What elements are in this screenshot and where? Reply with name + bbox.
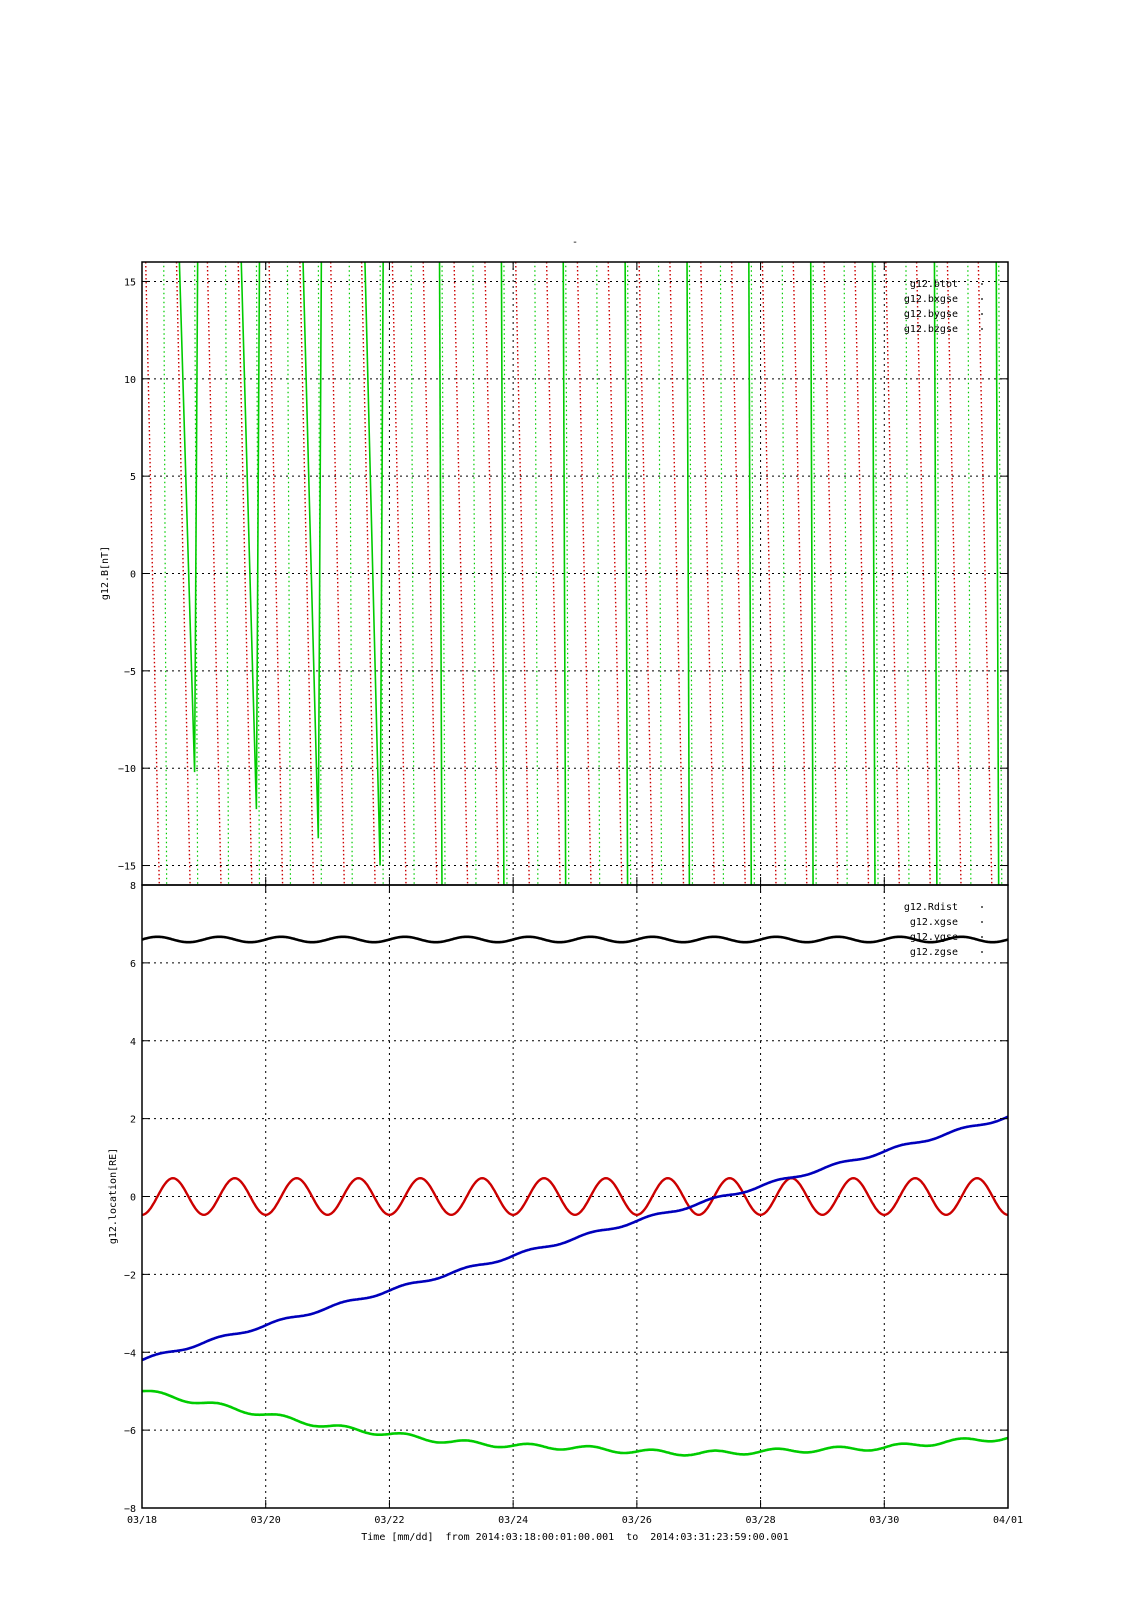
location-y-tick-label: −8 [124, 1504, 136, 1515]
bzgse-series-line [750, 262, 755, 885]
location-x-tick-label: 03/22 [374, 1515, 404, 1526]
location-legend: g12.Rdist g12.xgse g12.ygse g12.zgse [904, 902, 983, 958]
location-x-tick-label: 03/30 [869, 1515, 899, 1526]
field-legend-label: g12.bzgse [904, 324, 958, 335]
bygse-series-line [364, 262, 384, 866]
zgse-series-line [142, 1389, 1008, 1457]
time-axis-caption: Time [mm/dd] from 2014:03:18:00:01:00.00… [361, 1532, 788, 1543]
bzgse-series-line [719, 262, 725, 885]
field-legend-marker [981, 313, 983, 315]
location-y-tick-label: 2 [130, 1115, 136, 1126]
field-y-tick-label: −15 [118, 862, 136, 873]
location-x-tick-label: 04/01 [993, 1515, 1023, 1526]
bygse-series-line [748, 262, 753, 885]
location-legend-marker [981, 921, 983, 923]
location-y-tick-label: 6 [130, 959, 136, 970]
page-title: - [572, 237, 578, 248]
location-x-tick-label: 03/28 [746, 1515, 776, 1526]
location-panel: −8 −6 −4 −2 0 2 4 6 8 03/18 03/20 03/22 03/24 03/26 03… [108, 881, 1023, 1526]
magnetic-field-legend: g12.btot g12.bxgse g12.bygse g12.bzgse [904, 279, 983, 335]
location-y-tick-label: 0 [130, 1193, 136, 1204]
bzgse-series-line [936, 262, 941, 885]
xgse-series-line [142, 1176, 1008, 1217]
location-legend-label: g12.Rdist [904, 902, 958, 913]
bygse-series-line [562, 262, 567, 885]
field-y-tick-label: 10 [124, 375, 136, 386]
field-legend-label: g12.bxgse [904, 294, 958, 305]
bygse-series-line [809, 262, 814, 885]
field-legend-marker [981, 283, 983, 285]
bygse-series-line [302, 262, 323, 839]
bygse-series-line [871, 262, 876, 885]
location-y-tick-label: −4 [124, 1348, 136, 1359]
location-x-tick-label: 03/20 [251, 1515, 281, 1526]
location-legend-label: g12.ygse [910, 932, 958, 943]
location-x-tick-label: 03/26 [622, 1515, 652, 1526]
bxgse-series-line [545, 262, 561, 885]
location-y-tick-label: 8 [130, 881, 136, 892]
field-y-tick-label: 5 [130, 472, 136, 483]
field-y-tick-label: −10 [118, 764, 136, 775]
field-y-tick-label: 0 [130, 570, 136, 581]
rdist-series-line [142, 935, 1008, 944]
bygse-series-line [438, 262, 443, 885]
field-legend-label: g12.btot [910, 279, 958, 290]
location-legend-label: g12.zgse [910, 947, 958, 958]
magnetic-field-y-axis-label: g12.B[nT] [100, 546, 111, 600]
location-legend-marker [981, 951, 983, 953]
bygse-series-line [178, 262, 199, 773]
location-x-tick-label: 03/24 [498, 1515, 528, 1526]
bzgse-series-line [348, 262, 353, 885]
bzgse-series-line [534, 262, 539, 885]
field-y-tick-label: 15 [124, 277, 136, 288]
bygse-series-line [240, 262, 261, 810]
field-legend-label: g12.bygse [904, 309, 958, 320]
bxgse-series-line [576, 262, 592, 885]
bxgse-series-line [792, 262, 808, 885]
field-y-tick-label: −5 [124, 667, 136, 678]
location-legend-marker [981, 906, 983, 908]
bzgse-series-line [503, 262, 508, 885]
magnetic-field-panel: −15 −10 −5 0 5 10 15 g12.B[nT] g12.btot g12.bxg… [100, 261, 1009, 886]
bygse-series-line [686, 262, 691, 885]
field-legend-marker [981, 298, 983, 300]
bygse-series-line [624, 262, 629, 885]
location-y-tick-label: 4 [130, 1037, 136, 1048]
ygse-series-line [142, 1115, 1008, 1362]
location-legend-marker [981, 936, 983, 938]
location-x-tick-label: 03/18 [127, 1515, 157, 1526]
bygse-series-line [933, 262, 938, 885]
location-y-axis-label: g12.location[RE] [108, 1148, 119, 1244]
location-legend-label: g12.xgse [910, 917, 958, 928]
bygse-series-line [500, 262, 505, 885]
location-y-tick-label: −6 [124, 1426, 136, 1437]
bygse-series-line [995, 262, 1000, 885]
bxgse-series-line [330, 262, 345, 885]
location-y-tick-label: −2 [124, 1270, 136, 1281]
field-legend-marker [981, 328, 983, 330]
bzgse-series-line [905, 262, 910, 885]
